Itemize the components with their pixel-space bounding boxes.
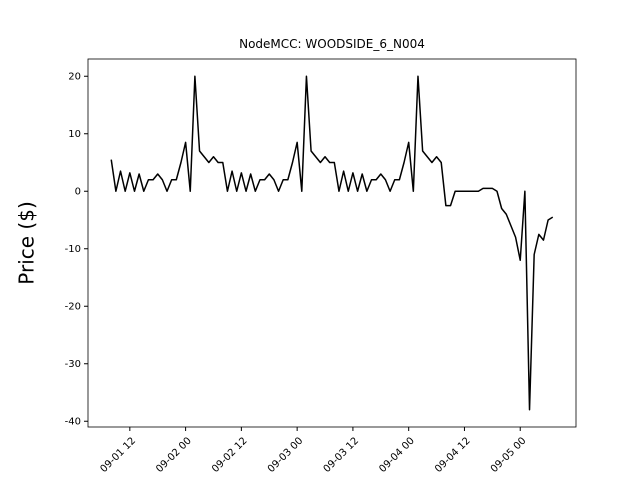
line bbox=[110, 75, 554, 411]
y-axis-label: Price ($) bbox=[15, 201, 39, 284]
y-tick-label: -20 bbox=[65, 301, 81, 312]
y-tick-label: -30 bbox=[65, 359, 81, 370]
y-tick-label: 10 bbox=[68, 129, 81, 140]
chart-title: NodeMCC: WOODSIDE_6_N004 bbox=[239, 37, 425, 51]
y-tick-label: -10 bbox=[65, 244, 81, 255]
y-tick-label: 20 bbox=[68, 71, 81, 82]
y-tick-label: 0 bbox=[75, 186, 81, 197]
y-tick-label: -40 bbox=[65, 416, 81, 427]
plot-frame bbox=[87, 58, 577, 428]
